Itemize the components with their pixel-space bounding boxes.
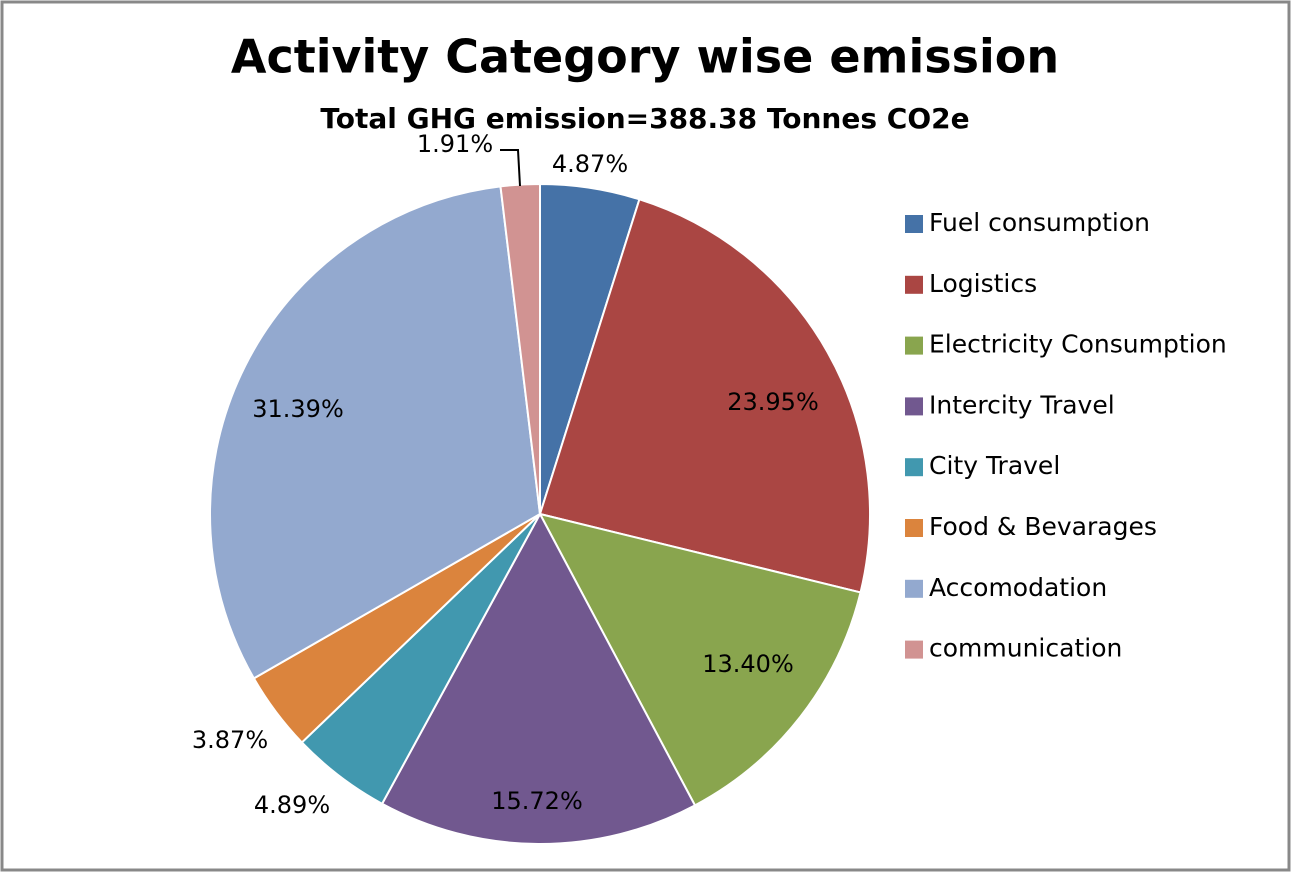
data-label: 23.95% [727,388,819,416]
data-label: 13.40% [702,650,794,678]
data-label: 3.87% [192,726,268,754]
data-label: 31.39% [252,395,344,423]
legend-swatch [905,275,923,294]
pie-slice [538,512,862,807]
data-label: 1.91% [417,130,493,158]
legend-swatch [905,640,923,659]
data-label: 15.72% [491,787,583,815]
pie-slice [209,185,542,680]
legend-label: Logistics [929,269,1037,298]
legend-swatch [905,397,923,416]
legend-label: City Travel [929,451,1060,480]
legend-label: Fuel consumption [929,208,1150,237]
legend-label: Electricity Consumption [929,330,1227,359]
legend-label: Food & Bevarages [929,512,1157,541]
pie-slice [380,511,697,845]
chart-subtitle: Total GHG emission=388.38 Tonnes CO2e [320,102,969,135]
data-label: 4.89% [254,791,330,819]
pie-slice [538,198,871,594]
legend-swatch [905,458,923,477]
data-label: 4.87% [552,150,628,178]
legend-swatch [905,519,923,537]
chart-title: Activity Category wise emission [231,30,1059,84]
legend-swatch [905,336,923,355]
legend-swatch [905,579,923,598]
legend-label: Accomodation [929,573,1107,602]
legend-swatch [905,215,923,233]
legend-label: communication [929,634,1122,663]
legend-label: Intercity Travel [929,390,1115,419]
leader-line [500,149,521,187]
